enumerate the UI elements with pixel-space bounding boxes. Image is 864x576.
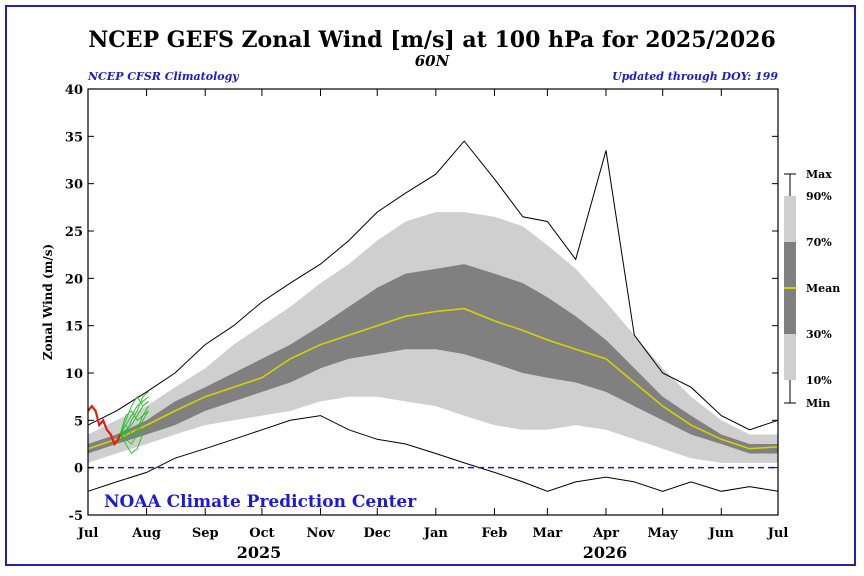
legend-label-10: 10% <box>806 374 832 387</box>
x-axis: Jul Aug Sep Oct Nov Dec Jan Feb Mar Apr May Jun Jul <box>77 89 789 541</box>
x-tick-label: Jan <box>423 526 449 541</box>
y-tick-label: 5 <box>74 414 83 429</box>
max-line <box>87 140 779 431</box>
y-axis: -5 0 5 10 15 20 25 30 35 40 <box>65 83 778 524</box>
y-tick-label: 0 <box>74 462 83 477</box>
observed-line <box>87 404 122 447</box>
observed-layer <box>87 404 122 447</box>
chart-subtitle: 60N <box>415 52 451 70</box>
climatology-note: NCEP CFSR Climatology <box>87 70 240 83</box>
forecast-member-line <box>119 424 149 455</box>
legend: Max 90% 70% Mean 30% 10% Min <box>784 168 840 410</box>
year-label-2025: 2025 <box>237 543 282 562</box>
legend-label-70: 70% <box>806 236 832 249</box>
forecast-member-line <box>120 391 149 435</box>
mean-line <box>87 307 779 450</box>
y-tick-label: 20 <box>65 272 83 287</box>
chart-title: NCEP GEFS Zonal Wind [m/s] at 100 hPa fo… <box>88 27 776 53</box>
x-tick-label: Oct <box>249 526 274 541</box>
x-tick-label: Aug <box>131 526 161 541</box>
x-tick-label: Apr <box>592 526 619 541</box>
x-tick-label: Jun <box>708 526 735 541</box>
forecast-member-line <box>119 410 149 445</box>
legend-light-band-bottom <box>784 334 796 380</box>
x-tick-label: Feb <box>481 526 507 541</box>
chart-frame <box>5 5 856 566</box>
legend-label-30: 30% <box>806 328 832 341</box>
climatology-lines <box>87 140 779 492</box>
y-tick-label: 30 <box>65 178 83 193</box>
forecast-member-line <box>119 405 149 436</box>
x-tick-label: Sep <box>192 526 219 541</box>
x-tick-label: Dec <box>363 526 391 541</box>
x-tick-label: Nov <box>306 526 335 541</box>
forecast-member-line <box>119 401 149 435</box>
legend-label-90: 90% <box>806 190 832 203</box>
legend-light-band-top <box>784 196 796 242</box>
band-30-70 <box>88 264 778 454</box>
legend-label-mean: Mean <box>806 282 840 295</box>
y-tick-label: 25 <box>65 225 83 240</box>
year-label-2026: 2026 <box>583 543 628 562</box>
plot-area-border <box>87 88 779 516</box>
credit-text: NOAA Climate Prediction Center <box>104 492 417 512</box>
x-tick-label: Jul <box>767 526 789 541</box>
x-tick-label: Mar <box>533 526 563 541</box>
legend-label-min: Min <box>806 397 830 410</box>
updated-note: Updated through DOY: 199 <box>612 70 778 83</box>
y-tick-label: 10 <box>65 367 83 382</box>
y-axis-label: Zonal Wind (m/s) <box>41 244 55 360</box>
y-tick-label: 40 <box>65 83 83 98</box>
legend-label-max: Max <box>806 168 832 181</box>
y-tick-label: 35 <box>65 130 83 145</box>
climatology-bands <box>88 212 778 463</box>
x-tick-label: May <box>647 526 678 541</box>
min-line <box>87 415 779 492</box>
y-tick-label: 15 <box>65 320 83 335</box>
y-tick-label: -5 <box>69 509 83 524</box>
x-tick-label: Jul <box>77 526 99 541</box>
forecast-layer <box>119 391 149 455</box>
